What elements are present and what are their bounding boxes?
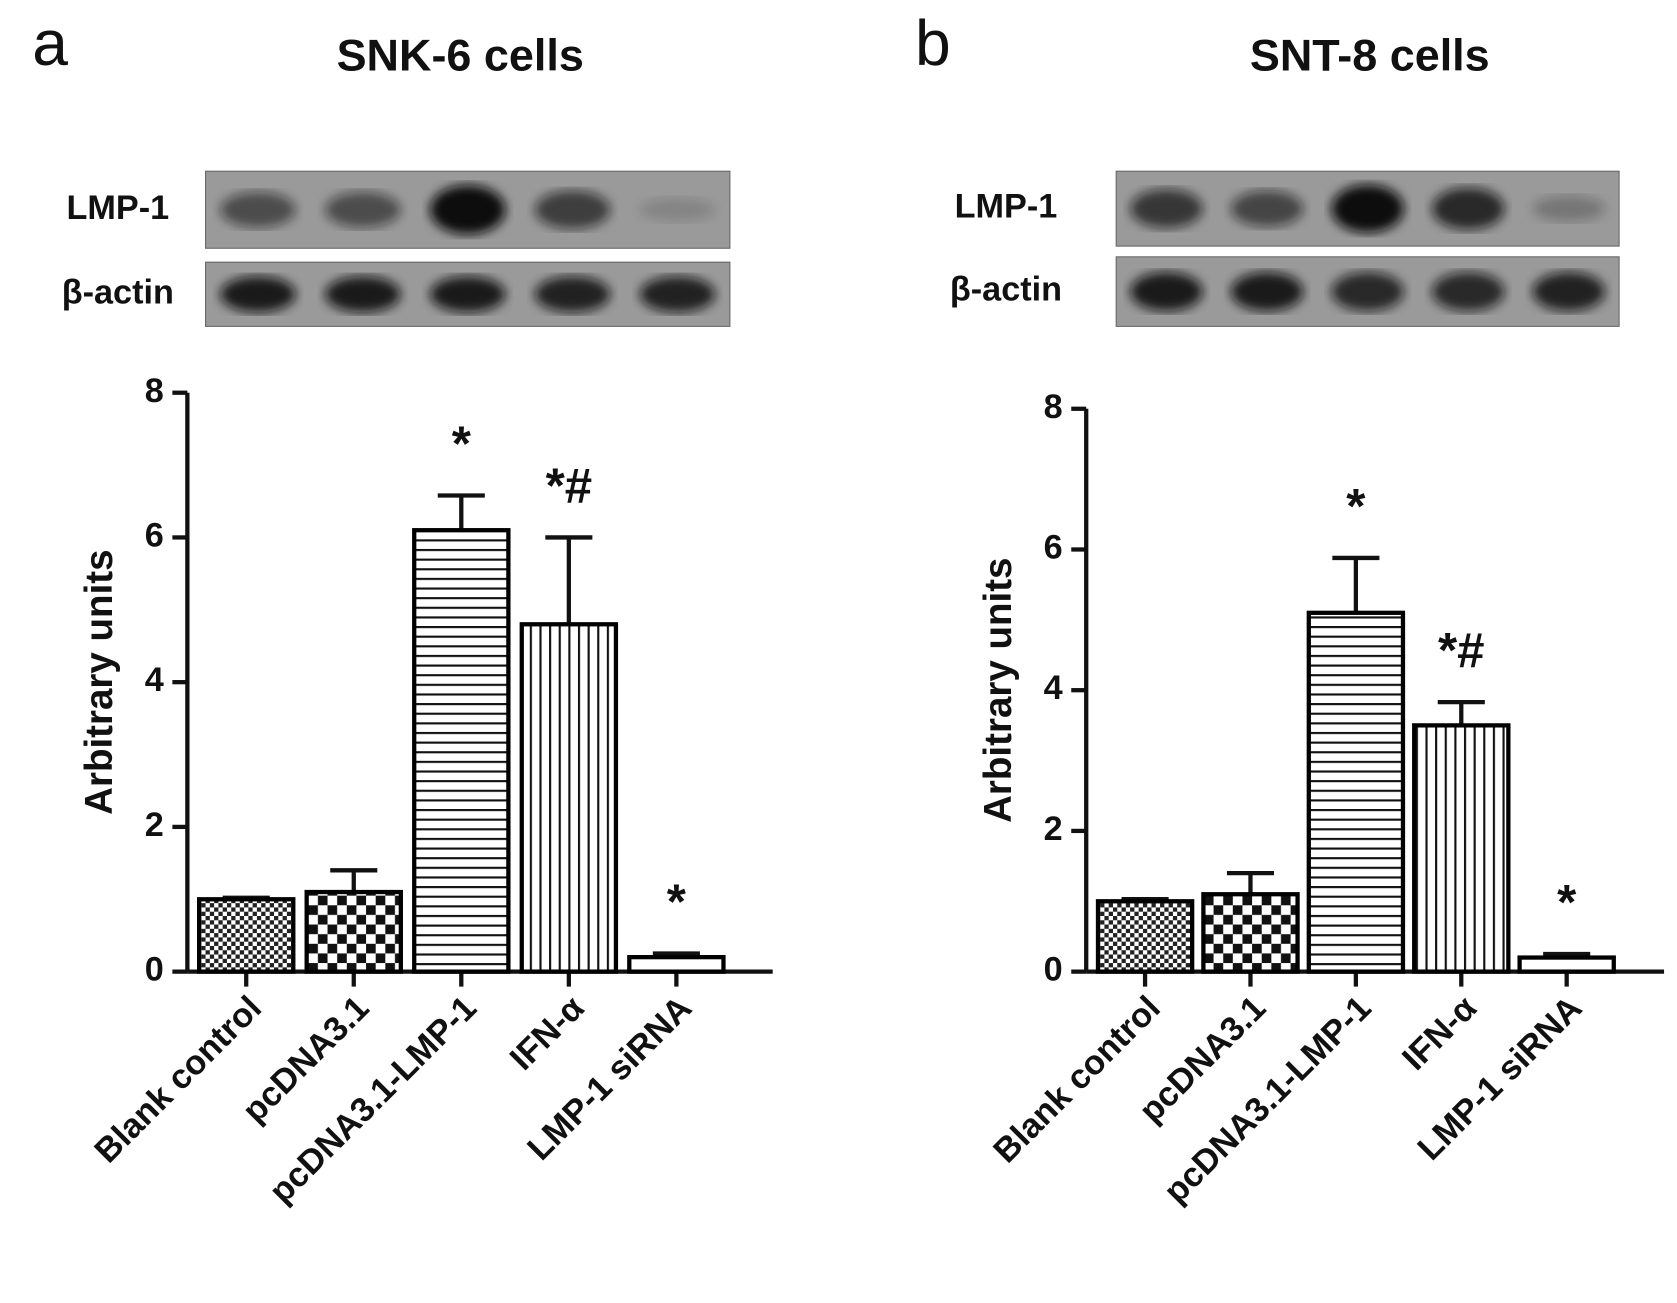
y-tick-label: 2 xyxy=(145,806,164,844)
blot-band xyxy=(1532,195,1606,222)
blot-band xyxy=(639,276,716,313)
blot-band xyxy=(1130,272,1203,312)
bar xyxy=(627,955,726,974)
y-tick-label: 8 xyxy=(1044,388,1063,426)
y-tick-label: 4 xyxy=(1044,669,1063,707)
blot-band xyxy=(429,276,506,313)
significance-mark: * xyxy=(1346,479,1366,534)
significance-mark: * xyxy=(1557,875,1577,930)
y-tick-label: 4 xyxy=(145,661,164,699)
blot-band xyxy=(325,276,401,313)
blot-band xyxy=(1230,272,1304,312)
blot-label: LMP-1 xyxy=(955,188,1058,226)
blot-band xyxy=(1130,189,1203,229)
significance-mark: * xyxy=(452,416,472,471)
blot-band xyxy=(534,190,611,229)
x-tick-label: pcDNA3.1-LMP-1 xyxy=(262,989,484,1211)
blot-band xyxy=(534,276,611,313)
panel-title: SNK-6 cells xyxy=(337,30,584,81)
blot-band xyxy=(1230,190,1304,227)
blot-band xyxy=(1331,272,1404,312)
y-tick-label: 6 xyxy=(1044,529,1063,567)
y-tick-label: 8 xyxy=(145,372,164,410)
blot-band xyxy=(429,185,506,235)
y-tick-label: 2 xyxy=(1044,810,1063,848)
y-tick-label: 0 xyxy=(145,951,164,989)
y-tick-label: 0 xyxy=(1044,951,1063,989)
x-tick-label: pcDNA3.1-LMP-1 xyxy=(1157,989,1379,1211)
y-tick-label: 6 xyxy=(145,516,164,554)
panel-letter: a xyxy=(32,7,68,79)
x-tick-label: Blank control xyxy=(87,989,269,1171)
bar xyxy=(412,528,511,974)
panel-letter: b xyxy=(915,7,951,79)
x-tick-label: Blank control xyxy=(986,989,1168,1171)
blot-band xyxy=(1432,187,1505,230)
bar xyxy=(1306,610,1406,974)
blot-band xyxy=(1432,272,1505,312)
significance-mark: * xyxy=(667,874,687,929)
blot-label: β-actin xyxy=(950,271,1062,309)
y-axis-label: Arbitrary units xyxy=(78,549,121,814)
blot-label: LMP-1 xyxy=(66,189,169,227)
blot-band xyxy=(220,276,296,313)
blot-band xyxy=(325,192,401,228)
blot-band xyxy=(1331,184,1404,233)
y-axis-label: Arbitrary units xyxy=(977,558,1020,823)
x-tick-label: IFN-α xyxy=(503,989,592,1078)
bar xyxy=(304,889,403,974)
significance-mark: *# xyxy=(1438,623,1485,678)
blot-label: β-actin xyxy=(62,273,174,311)
x-tick-label: IFN-α xyxy=(1395,989,1484,1078)
bar xyxy=(1095,899,1195,974)
significance-mark: *# xyxy=(546,458,593,513)
bar xyxy=(1412,723,1511,974)
panel-title: SNT-8 cells xyxy=(1250,30,1490,81)
bar xyxy=(1201,892,1300,974)
blot-band xyxy=(1532,272,1606,312)
blot-band xyxy=(220,192,296,228)
bar xyxy=(519,622,619,974)
bar xyxy=(1517,955,1616,974)
blot-band xyxy=(639,198,716,222)
bar xyxy=(196,897,296,974)
